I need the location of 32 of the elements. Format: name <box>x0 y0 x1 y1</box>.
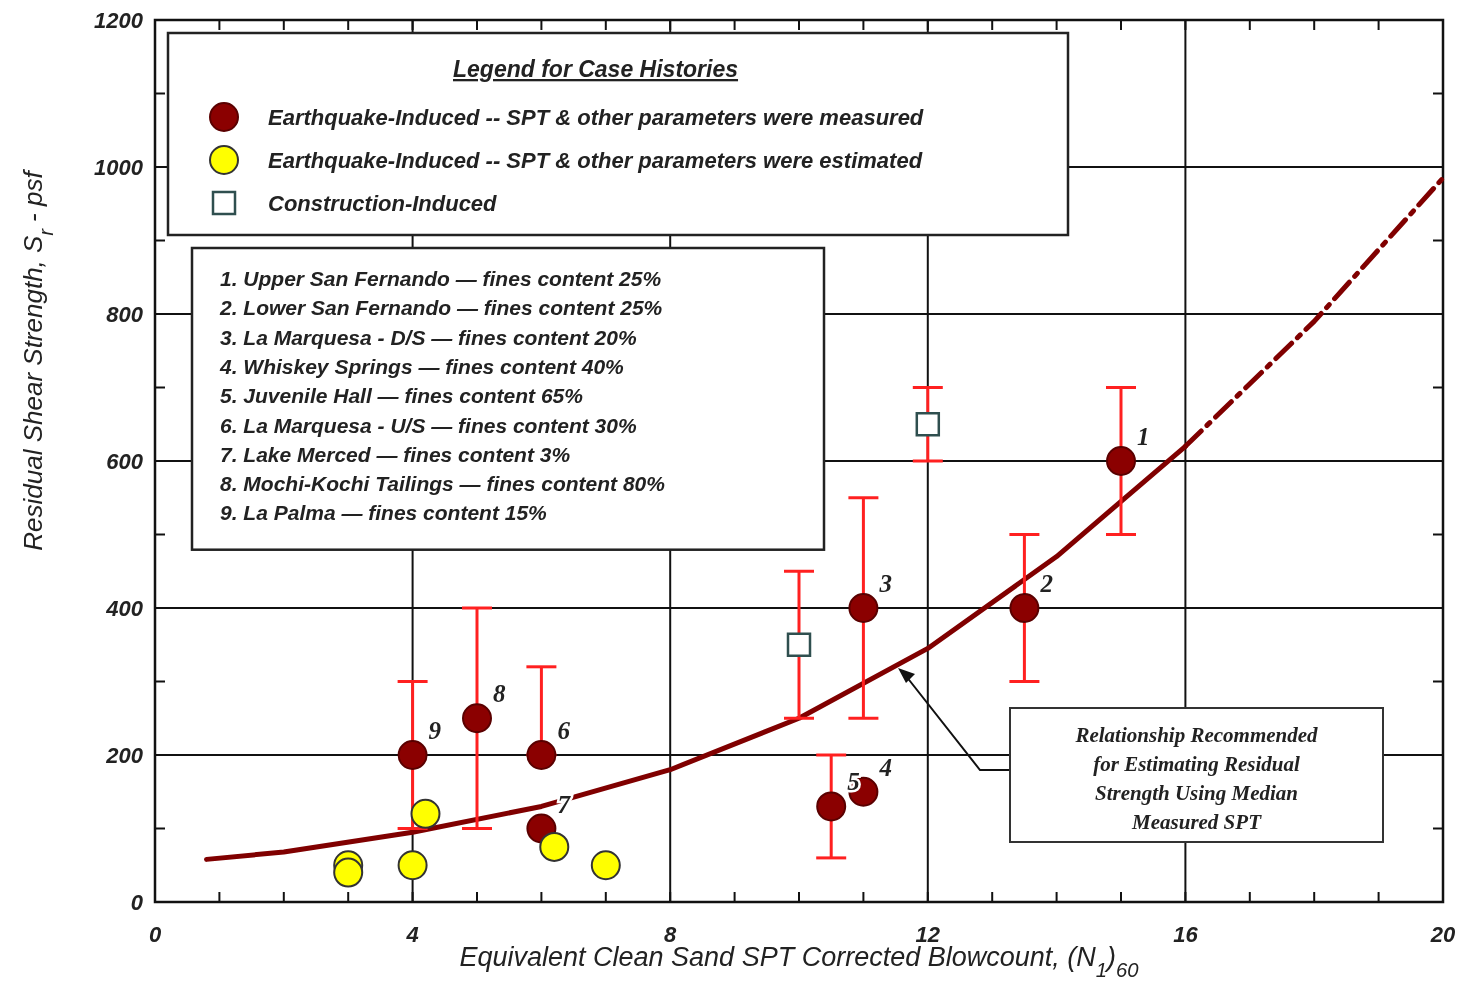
y-tick-label: 800 <box>106 302 144 327</box>
legend-label: Earthquake-Induced -- SPT & other parameters were measured <box>268 105 924 130</box>
annotation: 2. Lower San Fernando — fines content 25% <box>219 296 663 320</box>
annotation: 9. La Palma — fines content 15% <box>220 501 548 525</box>
legend-label: Earthquake-Induced -- SPT & other parameters were estimated <box>268 148 923 173</box>
annotation: Relationship Recommended for Estimating Residual Strength Using Median Measured SPT <box>1074 723 1319 834</box>
annotation: 1 <box>1137 423 1150 450</box>
x-tick-label: 20 <box>1429 922 1456 947</box>
annotation: 6. La Marquesa - U/S — fines content 30% <box>220 413 637 437</box>
annotation: 2 <box>1039 570 1053 597</box>
annotation: 3 <box>878 570 892 597</box>
annotation: 5. Juvenile Hall — fines content 65% <box>220 384 584 408</box>
x-tick-label: 16 <box>1173 922 1199 947</box>
x-tick-label: 4 <box>405 922 419 947</box>
annotation: 8 <box>493 680 506 708</box>
annotation: 4 <box>878 753 892 781</box>
annotation: 4. Whiskey Springs — fines content 40% <box>219 354 625 378</box>
legend-label: Construction-Induced <box>268 191 498 216</box>
y-tick-label: 1000 <box>94 155 144 180</box>
y-tick-label: 0 <box>130 890 144 915</box>
annotation: 1. Upper San Fernando — fines content 25% <box>220 267 662 290</box>
y-tick-label: 600 <box>106 449 144 474</box>
y-tick-label: 400 <box>105 596 144 621</box>
annotation: 9 <box>428 717 442 744</box>
y-tick-label: 200 <box>105 743 144 768</box>
annotation: 3. La Marquesa - D/S — fines content 20% <box>220 325 637 349</box>
annotation: 6 <box>557 717 571 744</box>
annotation: 7. Lake Merced — fines content 3% <box>220 442 571 466</box>
y-tick-label: 1200 <box>94 8 144 33</box>
x-tick-label: 0 <box>148 922 162 947</box>
legend-title: Legend for Case Histories <box>453 56 739 82</box>
annotation: 8. Mochi-Kochi Tailings — fines content 80% <box>220 472 666 496</box>
